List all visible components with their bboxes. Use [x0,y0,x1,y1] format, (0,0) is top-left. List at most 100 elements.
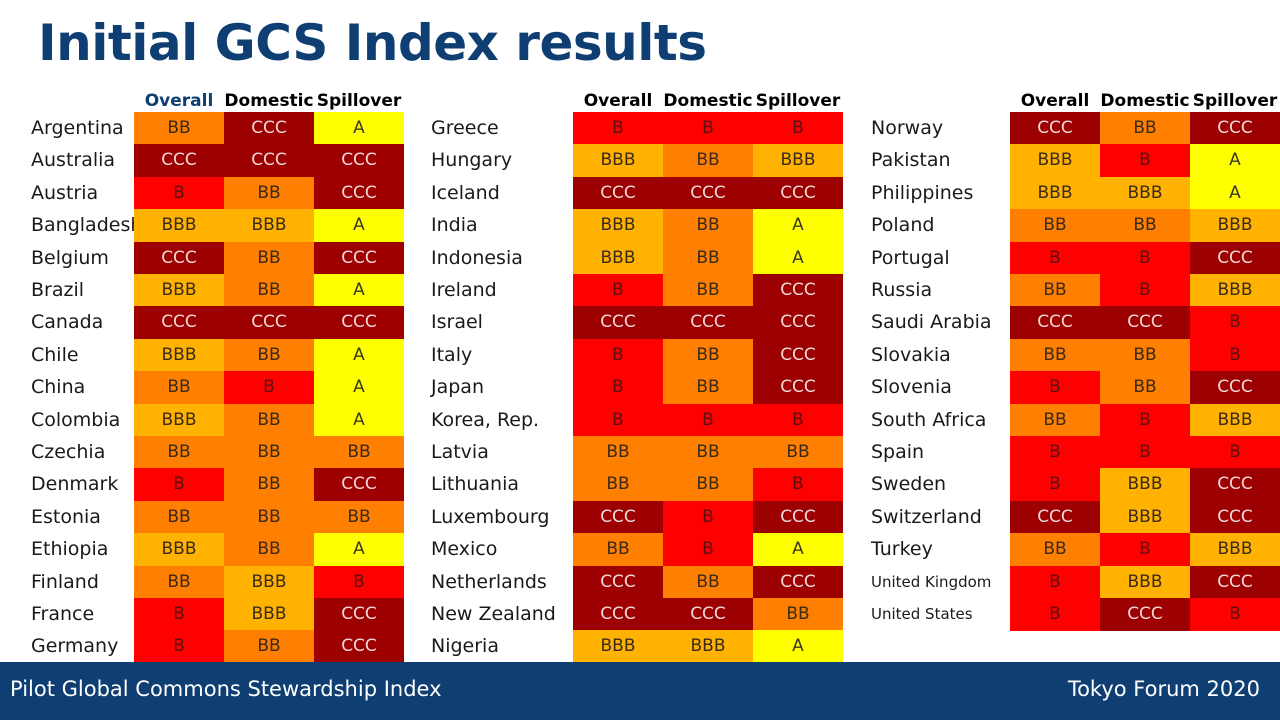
footer-right-text: Tokyo Forum 2020 [1067,677,1260,701]
rating-cell-domestic: B [224,371,314,405]
rating-cell-spillover: A [1190,176,1280,210]
rating-cell-spillover: CCC [753,500,843,534]
rating-cell-overall: BBB [134,533,224,567]
rating-cell-spillover: A [314,403,404,437]
country-name: United States [871,605,973,623]
rating-cell-domestic: BB [224,338,314,372]
country-name: Norway [871,117,944,139]
rating-cell-domestic: BBB [224,209,314,243]
rating-cell-overall: B [573,274,663,307]
rating-cell-domestic: B [1100,274,1190,307]
rating-cell-domestic: BB [224,241,314,275]
rating-cell-overall: BBB [573,144,663,178]
rating-cell-domestic: BB [663,338,753,372]
country-name: New Zealand [431,603,556,625]
rating-cell-domestic: BB [224,176,314,210]
rating-cell-overall: BBB [573,241,663,275]
rating-cell-overall: CCC [573,598,663,631]
country-name: Italy [431,343,473,366]
rating-cell-spillover: BB [314,500,404,534]
rating-cell-overall: BB [573,533,663,567]
country-name: Korea, Rep. [431,408,540,431]
rating-cell-domestic: B [663,403,753,437]
footer-left-text: Pilot Global Commons Stewardship Index [10,677,442,701]
rating-cell-domestic: BB [663,565,753,599]
country-name: Belgium [31,246,109,269]
rating-cell-domestic: BBB [663,630,753,664]
rating-cell-spillover: CCC [314,176,404,210]
rating-cell-domestic: BB [224,630,314,664]
country-name: Greece [431,117,499,139]
rating-cell-domestic: B [663,112,753,145]
rating-cell-domestic: BB [224,468,314,502]
rating-cell-overall: BB [134,565,224,599]
country-name: Brazil [31,279,85,301]
rating-cell-overall: BBB [573,630,663,664]
rating-cell-overall: BB [134,436,224,469]
rating-cell-spillover: CCC [1190,241,1280,275]
rating-cell-overall: BBB [134,274,224,307]
country-name: Spain [871,441,925,463]
rating-cell-spillover: CCC [753,176,843,210]
country-name: Netherlands [431,570,547,593]
rating-cell-domestic: CCC [663,598,753,631]
rating-cell-spillover: B [1190,306,1280,340]
rating-cell-spillover: A [753,630,843,664]
rating-cell-domestic: BBB [1100,500,1190,534]
country-name: Austria [31,181,99,204]
rating-cell-overall: B [1010,468,1100,502]
header-domestic: Domestic [224,91,314,111]
rating-cell-domestic: B [1100,241,1190,275]
country-name: Turkey [871,538,933,561]
rating-cell-spillover: B [1190,598,1280,631]
rating-cell-domestic: BBB [1100,468,1190,502]
country-name: Slovenia [871,376,952,399]
country-name: Colombia [31,408,121,431]
rating-cell-domestic: BBB [1100,565,1190,599]
country-name: South Africa [871,408,987,431]
country-name: Ireland [431,279,497,301]
country-name: Russia [871,279,933,301]
rating-cell-domestic: BB [224,500,314,534]
country-name: Estonia [31,505,101,528]
rating-cell-overall: BB [1010,533,1100,567]
country-name: Ethiopia [31,538,109,561]
country-name: Switzerland [871,505,982,528]
rating-cell-domestic: BB [1100,338,1190,372]
country-name: Luxembourg [431,505,550,528]
rating-cell-domestic: CCC [224,112,314,145]
rating-cell-domestic: BBB [224,565,314,599]
country-name: China [31,376,86,399]
country-name: Japan [431,376,484,399]
rating-cell-spillover: CCC [314,598,404,631]
rating-cell-domestic: BB [663,436,753,469]
rating-cell-overall: B [1010,436,1100,469]
rating-cell-spillover: CCC [1190,500,1280,534]
rating-cell-domestic: BB [1100,371,1190,405]
rating-cell-overall: BB [134,500,224,534]
rating-cell-domestic: B [1100,144,1190,178]
header-overall: Overall [583,91,653,111]
country-name: Poland [871,214,935,237]
rating-cell-domestic: BB [663,468,753,502]
rating-cell-overall: CCC [1010,500,1100,534]
rating-cell-spillover: A [314,338,404,372]
country-name: Iceland [431,181,500,204]
rating-cell-overall: BB [1010,274,1100,307]
country-name: Sweden [871,473,947,496]
country-name: Latvia [431,441,489,463]
country-name: France [31,603,95,625]
rating-cell-spillover: CCC [314,144,404,178]
country-name: Argentina [31,117,124,139]
rating-cell-domestic: BB [663,144,753,178]
rating-cell-spillover: A [314,112,404,145]
rating-cell-spillover: BB [753,598,843,631]
rating-cell-spillover: A [753,209,843,243]
rating-cell-overall: BBB [134,403,224,437]
rating-cell-overall: CCC [1010,112,1100,145]
country-name: Israel [431,311,483,334]
rating-cell-spillover: A [1190,144,1280,178]
rating-cell-spillover: BBB [1190,209,1280,243]
country-name: Canada [31,311,104,334]
rating-cell-overall: CCC [134,241,224,275]
